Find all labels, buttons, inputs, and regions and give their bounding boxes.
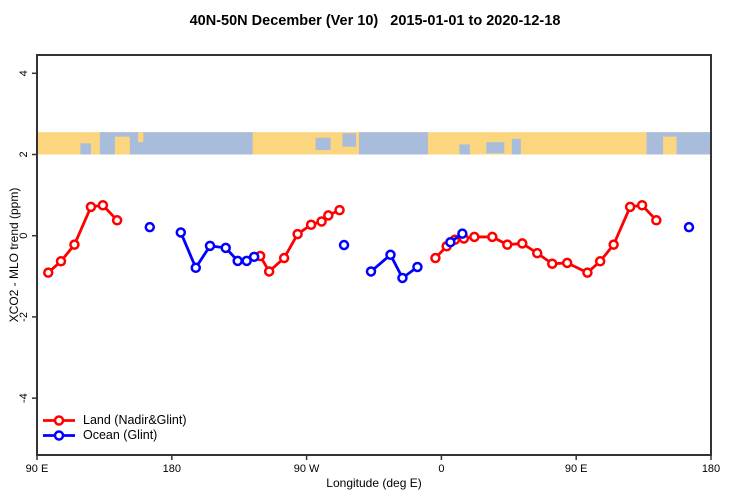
land-data-point	[532, 247, 543, 259]
map-strip-lake	[315, 137, 331, 151]
land-data-point	[55, 256, 67, 267]
y-tick-label: 0	[18, 233, 30, 239]
ocean-data-point	[683, 221, 695, 233]
land-data-point	[334, 204, 345, 216]
x-tick-label: 0	[438, 463, 444, 475]
land-data-point	[278, 252, 290, 264]
land-data-point	[594, 256, 606, 267]
ocean-data-point	[241, 255, 252, 267]
legend-item-land: Land (Nadir&Glint)	[42, 413, 187, 428]
y-axis-label: XCO2 - MLO trend (ppm)	[7, 187, 21, 323]
land-data-point	[42, 267, 54, 278]
land-data-point	[487, 231, 498, 243]
land-data-point	[502, 239, 513, 250]
ocean-data-point	[248, 251, 260, 263]
ocean-data-point	[338, 239, 350, 251]
map-strip-ocean	[359, 132, 428, 155]
land-data-point	[430, 252, 441, 264]
land-data-point	[323, 210, 334, 221]
ocean-data-point	[220, 242, 231, 254]
x-tick-label: 90 E	[26, 463, 49, 475]
land-data-point	[111, 215, 123, 226]
ocean-data-point	[232, 255, 243, 267]
land-data-point	[316, 216, 327, 227]
map-strip-lake	[486, 142, 505, 154]
land-data-point	[608, 239, 619, 250]
legend-label-land: Land (Nadir&Glint)	[83, 413, 187, 427]
ocean-data-point	[397, 272, 408, 284]
land-data-point	[85, 201, 97, 213]
y-tick-label: 4	[18, 70, 30, 76]
land-data-point	[69, 239, 80, 250]
land-data-point	[651, 215, 662, 226]
ocean-data-point	[457, 228, 468, 239]
ocean-data-point	[175, 227, 187, 238]
x-tick-label: 90 W	[294, 463, 320, 475]
ocean-data-point	[412, 261, 423, 273]
ocean-data-point	[445, 236, 456, 248]
x-tick-label: 90 E	[565, 463, 588, 475]
land-data-point	[97, 200, 109, 211]
legend: Land (Nadir&Glint) Ocean (Glint)	[42, 413, 187, 443]
map-strip-island	[114, 136, 130, 155]
map-strip-lake	[80, 143, 91, 155]
land-data-point	[624, 201, 636, 213]
y-tick-label: 2	[18, 151, 30, 157]
land-data-point	[561, 257, 573, 269]
land-data-point	[546, 258, 558, 269]
land-data-point	[469, 231, 480, 243]
land-data-point	[292, 228, 303, 240]
land-data-point	[263, 266, 275, 277]
land-data-point	[582, 267, 593, 278]
x-tick-label: 180	[702, 463, 720, 475]
x-tick-label: 180	[163, 463, 181, 475]
ocean-data-point	[204, 240, 216, 252]
y-tick-label: -4	[18, 393, 30, 403]
ocean-series-marker-icon	[43, 430, 75, 441]
legend-item-ocean: Ocean (Glint)	[42, 428, 187, 443]
land-data-point	[517, 238, 528, 249]
ocean-data-point	[144, 221, 156, 233]
map-strip-island	[138, 132, 144, 143]
ocean-data-point	[365, 266, 377, 277]
land-series-marker-icon	[43, 415, 75, 426]
legend-label-ocean: Ocean (Glint)	[83, 428, 158, 442]
map-strip-island	[663, 136, 677, 155]
y-tick-label: -2	[18, 312, 30, 322]
land-data-point	[636, 200, 648, 211]
map-strip-lake	[342, 133, 357, 147]
ocean-data-point	[385, 249, 396, 261]
map-strip-lake	[511, 138, 521, 155]
plot-frame	[36, 54, 712, 456]
ocean-series-line	[370, 252, 419, 281]
chart-title: 40N-50N December (Ver 10) 2015-01-01 to …	[189, 13, 561, 29]
map-strip-ocean	[646, 132, 711, 155]
x-axis-label: Longitude (deg E)	[326, 476, 422, 490]
map-strip-lake	[459, 144, 470, 155]
land-data-point	[305, 219, 317, 230]
ocean-data-point	[190, 262, 202, 274]
